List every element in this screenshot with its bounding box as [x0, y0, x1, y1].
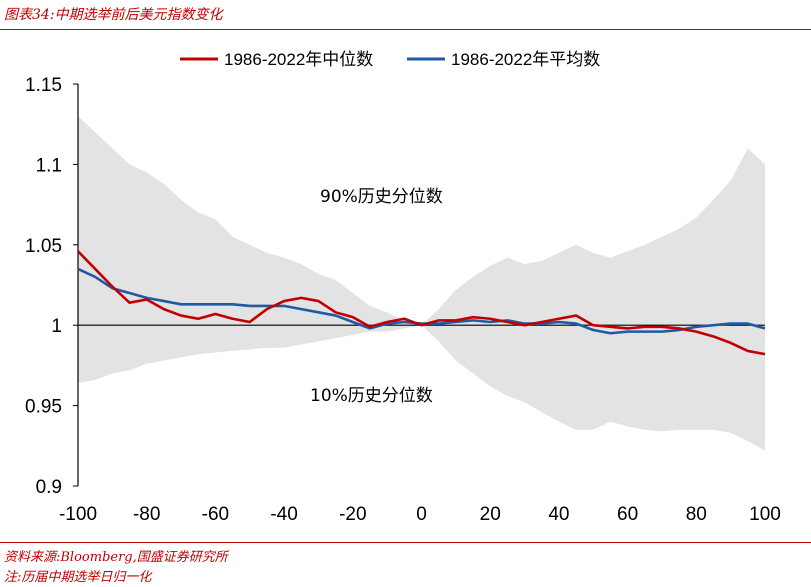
legend: 1986-2022年中位数 1986-2022年平均数	[180, 50, 600, 69]
median-line	[77, 250, 766, 356]
footer-rule	[0, 542, 811, 543]
legend-label: 1986-2022年中位数	[224, 50, 373, 69]
x-tick-label: -80	[133, 504, 160, 525]
lower-band-label: 10%历史分位数	[310, 386, 433, 406]
x-tick-label: -20	[339, 504, 366, 525]
y-tick-label: 1.1	[36, 155, 62, 176]
mean-line	[77, 267, 766, 335]
x-tick-label: -40	[270, 504, 297, 525]
upper-band-label: 90%历史分位数	[320, 187, 443, 207]
legend-label: 1986-2022年平均数	[451, 50, 600, 69]
y-tick-label: 1.05	[25, 236, 62, 257]
percentile-band	[78, 116, 765, 451]
x-tick-label: 60	[617, 504, 638, 525]
title-rule	[0, 29, 811, 30]
x-tick-label: 0	[416, 504, 427, 525]
series-layer	[77, 250, 766, 356]
y-tick-label: 1	[51, 316, 62, 337]
y-tick-label: 1.15	[25, 75, 62, 96]
axis-layer: 1.15 1.1 1.05 1 0.95 0.9 -100 -80 -60 -40 -20 0 20 40…	[25, 75, 781, 525]
y-tick-label: 0.9	[36, 477, 62, 498]
x-tick-label: -100	[59, 504, 97, 525]
x-tick-label: 80	[686, 504, 707, 525]
percentile-band-layer	[78, 116, 765, 451]
chart-svg: 1.15 1.1 1.05 1 0.95 0.9 -100 -80 -60 -40 -20 0 20 40…	[25, 50, 781, 525]
figure-title: 图表34:中期选举前后美元指数变化	[4, 7, 223, 23]
x-tick-label: -60	[202, 504, 229, 525]
band-label-layer: 90%历史分位数 10%历史分位数	[310, 187, 443, 406]
x-tick-label: 40	[548, 504, 569, 525]
x-tick-label: 20	[480, 504, 501, 525]
footnote: 注:历届中期选举日归一化	[4, 570, 152, 585]
y-tick-label: 0.95	[25, 397, 62, 418]
source-note: 资料来源:Bloomberg,国盛证券研究所	[4, 550, 228, 565]
x-tick-label: 100	[749, 504, 781, 525]
